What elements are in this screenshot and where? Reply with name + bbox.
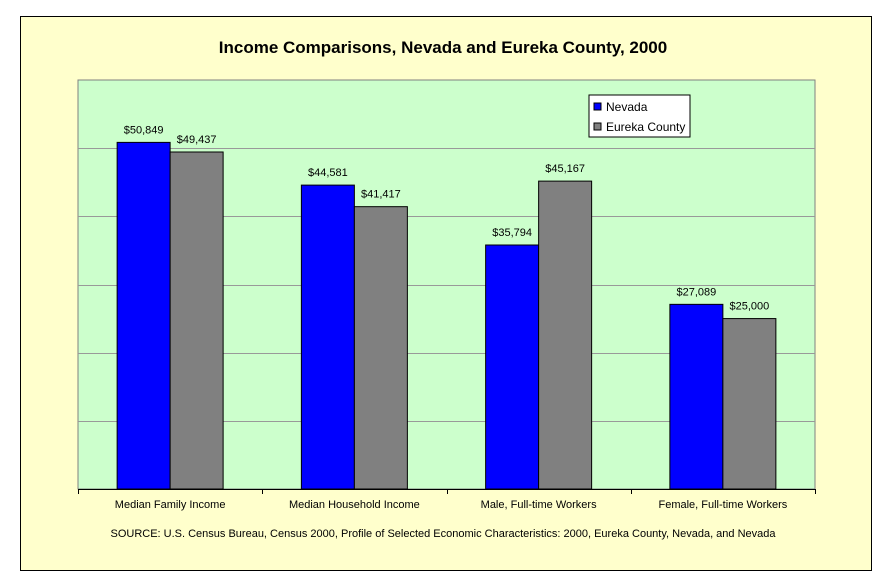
legend: Nevada Eureka County [588,94,691,138]
legend-swatch [593,122,602,131]
bar-nevada [116,141,171,490]
data-label: $49,437 [177,134,217,146]
data-label: $27,089 [676,286,716,298]
bar-eureka-county [353,206,408,490]
x-tick-label: Median Family Income [115,499,226,511]
legend-label: Eureka County [606,120,685,134]
bar-nevada [485,244,540,490]
x-tick-label: Male, Full-time Workers [481,499,597,511]
bar-nevada [300,184,355,490]
source-note: SOURCE: U.S. Census Bureau, Census 2000,… [110,528,776,540]
bar-eureka-county [169,151,224,490]
legend-box [588,94,691,138]
x-tick-label: Median Household Income [289,499,420,511]
chart-title: Income Comparisons, Nevada and Eureka Co… [218,38,668,57]
legend-swatch [593,102,602,111]
data-label: $25,000 [729,301,769,313]
data-label: $41,417 [361,189,401,201]
data-label: $44,581 [308,167,348,179]
data-label: $35,794 [492,227,532,239]
bar-eureka-county [538,180,593,490]
bar-eureka-county [722,318,777,490]
data-label: $45,167 [545,163,585,175]
x-tick-label: Female, Full-time Workers [658,499,787,511]
bar-nevada [669,303,724,490]
data-label: $50,849 [124,124,164,136]
legend-label: Nevada [606,100,648,114]
